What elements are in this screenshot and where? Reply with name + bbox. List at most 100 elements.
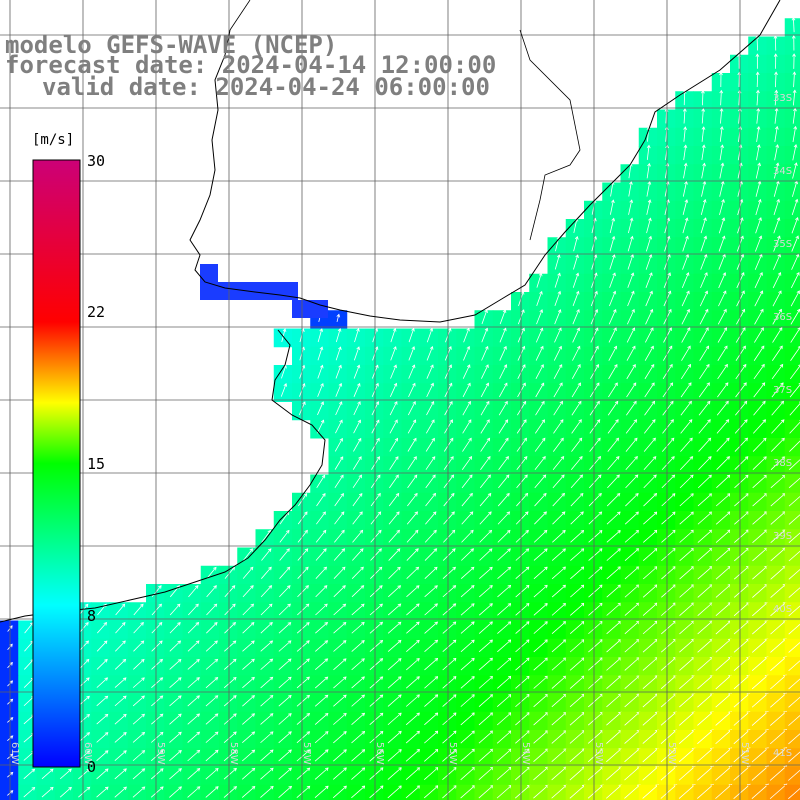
wind-arrow-head <box>797 345 800 348</box>
wind-arrow <box>388 530 400 543</box>
wind-arrow-head <box>684 180 688 185</box>
wind-arrow <box>59 768 72 780</box>
wind-arrow <box>756 144 760 161</box>
wind-arrow <box>661 511 676 525</box>
wind-arrow <box>407 419 416 434</box>
wind-cell <box>219 784 238 800</box>
wind-arrow <box>552 530 566 543</box>
wind-arrow-head <box>324 749 329 753</box>
wind-arrow <box>700 199 706 216</box>
wind-arrow-head <box>668 327 672 331</box>
wind-arrow <box>315 548 327 561</box>
wind-arrow-head <box>613 345 618 350</box>
wind-arrow-head <box>686 308 690 313</box>
wind-arrow <box>533 584 548 598</box>
wind-arrow-head <box>68 768 72 773</box>
wind-arrow-head <box>453 712 457 716</box>
wind-arrow-head <box>343 785 348 790</box>
wind-arrow-head <box>722 272 727 276</box>
wind-arrow-head <box>432 474 436 479</box>
wind-arrow <box>205 750 219 762</box>
wind-arrow-head <box>337 328 342 332</box>
lon-label: 55W <box>447 742 458 765</box>
wind-arrow <box>188 603 199 616</box>
wind-arrow <box>296 749 310 762</box>
wind-arrow-head <box>177 677 182 681</box>
wind-arrow <box>387 694 402 707</box>
wind-cell <box>602 784 621 800</box>
wind-arrow <box>661 493 676 507</box>
wind-arrow-head <box>411 346 416 350</box>
wind-arrow <box>681 291 690 307</box>
wind-arrow <box>717 309 727 325</box>
wind-arrow <box>442 730 457 744</box>
wind-arrow <box>774 126 778 143</box>
wind-arrow <box>770 493 786 507</box>
wind-arrow-head <box>306 658 310 662</box>
wind-arrow-head <box>338 364 342 369</box>
wind-arrow-head <box>702 162 706 167</box>
wind-arrow-head <box>416 639 420 644</box>
wind-arrow-head <box>322 529 327 534</box>
wind-arrow-head <box>398 694 402 698</box>
wind-arrow <box>278 731 292 744</box>
wind-arrow-head <box>392 327 397 332</box>
wind-arrow <box>533 603 548 616</box>
wind-arrow <box>516 456 528 470</box>
wind-arrow-head <box>452 603 457 607</box>
wind-arrow-head <box>743 382 747 386</box>
wind-arrow <box>24 622 34 634</box>
wind-arrow <box>627 254 634 270</box>
wind-arrow <box>533 621 548 634</box>
wind-arrow-head <box>325 785 329 790</box>
wind-arrow-head <box>301 364 306 369</box>
wind-arrow <box>442 621 457 634</box>
wind-arrow-head <box>793 107 797 112</box>
wind-arrow <box>789 440 800 452</box>
wind-arrow <box>224 567 235 579</box>
wind-arrow-head <box>544 621 549 625</box>
wind-arrow <box>788 714 800 726</box>
wind-arrow-head <box>522 382 526 387</box>
wind-arrow <box>369 585 383 598</box>
wind-arrow <box>626 401 637 416</box>
wind-arrow-head <box>49 768 54 773</box>
wind-cell <box>784 693 800 713</box>
wind-arrow-head <box>488 529 493 534</box>
wind-arrow <box>642 584 658 598</box>
wind-arrow <box>443 456 454 470</box>
wind-arrow <box>390 328 396 343</box>
wind-arrow-head <box>505 474 510 479</box>
wind-arrow-head <box>724 382 729 386</box>
wind-arrow-head <box>488 548 493 552</box>
wind-arrow-head <box>704 272 708 276</box>
wind-arrow <box>479 548 493 561</box>
wind-arrow-head <box>793 125 798 130</box>
wind-arrow-head <box>411 327 415 332</box>
wind-arrow-head <box>375 382 379 387</box>
wind-arrow <box>151 622 163 634</box>
wind-arrow <box>678 784 696 799</box>
wind-arrow <box>790 309 800 325</box>
wind-arrow-head <box>269 622 273 626</box>
wind-arrow-head <box>556 254 561 259</box>
wind-arrow <box>114 659 126 670</box>
wind-arrow-head <box>122 658 127 663</box>
wind-arrow-head <box>414 511 418 515</box>
wind-arrow <box>133 603 144 616</box>
wind-arrow <box>334 493 344 507</box>
wind-arrow-head <box>319 364 324 369</box>
wind-arrow <box>333 731 347 744</box>
lon-label: 56W <box>374 742 385 765</box>
lat-label: 38S <box>773 458 793 469</box>
wind-arrow-head <box>195 603 199 608</box>
wind-arrow-head <box>701 126 706 130</box>
wind-arrow-head <box>524 492 529 497</box>
wind-cell <box>784 474 800 494</box>
wind-arrow-head <box>251 640 255 645</box>
wind-arrow <box>424 676 438 689</box>
wind-arrow-head <box>396 511 400 515</box>
wind-arrow-head <box>361 640 365 644</box>
wind-arrow-head <box>450 456 454 460</box>
wind-arrow <box>588 657 603 671</box>
